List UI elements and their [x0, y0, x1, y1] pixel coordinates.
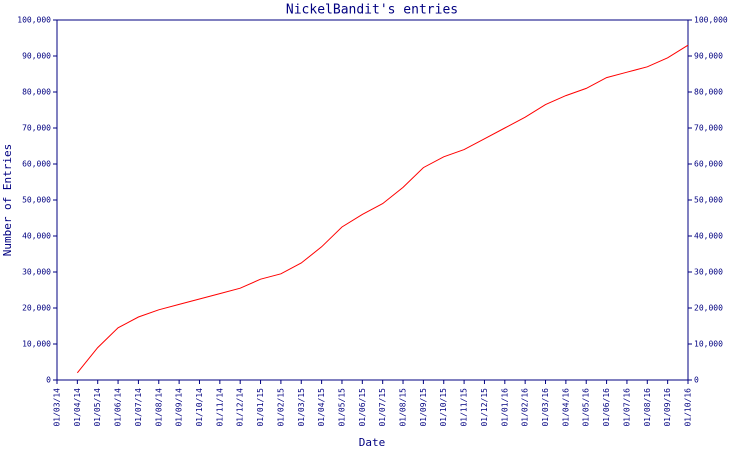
y-tick-label: 40,000 — [22, 232, 51, 241]
x-tick-label: 01/03/16 — [541, 388, 550, 427]
y-tick-label: 20,000 — [22, 304, 51, 313]
x-tick-label: 01/03/14 — [53, 388, 62, 427]
x-tick-label: 01/09/16 — [663, 388, 672, 427]
y-tick-label: 100,000 — [17, 16, 51, 25]
x-tick-label: 01/04/16 — [561, 388, 570, 427]
x-tick-label: 01/09/14 — [175, 388, 184, 427]
x-tick-label: 01/07/14 — [134, 388, 143, 427]
y2-tick-label: 50,000 — [694, 196, 723, 205]
x-tick-label: 01/07/15 — [378, 388, 387, 427]
x-tick-label: 01/02/16 — [521, 388, 530, 427]
y2-tick-label: 30,000 — [694, 268, 723, 277]
y-tick-label: 60,000 — [22, 160, 51, 169]
x-tick-label: 01/06/15 — [358, 388, 367, 427]
x-tick-label: 01/11/14 — [215, 388, 224, 427]
y2-tick-label: 0 — [694, 376, 699, 385]
y2-tick-label: 100,000 — [694, 16, 728, 25]
x-tick-label: 01/03/15 — [297, 388, 306, 427]
x-tick-label: 01/10/14 — [195, 388, 204, 427]
x-tick-label: 01/05/15 — [337, 388, 346, 427]
x-tick-label: 01/04/14 — [73, 388, 82, 427]
x-tick-label: 01/10/16 — [684, 388, 693, 427]
x-tick-label: 01/06/16 — [602, 388, 611, 427]
y2-tick-label: 80,000 — [694, 88, 723, 97]
x-tick-label: 01/09/15 — [419, 388, 428, 427]
y-tick-label: 30,000 — [22, 268, 51, 277]
y-tick-label: 10,000 — [22, 340, 51, 349]
x-tick-label: 01/08/16 — [643, 388, 652, 427]
x-tick-label: 01/08/15 — [399, 388, 408, 427]
plot-frame — [56, 19, 689, 381]
x-tick-label: 01/11/15 — [460, 388, 469, 427]
x-tick-label: 01/08/14 — [154, 388, 163, 427]
y2-tick-label: 10,000 — [694, 340, 723, 349]
y2-tick-label: 70,000 — [694, 124, 723, 133]
y-tick-label: 80,000 — [22, 88, 51, 97]
x-tick-label: 01/01/16 — [500, 388, 509, 427]
chart-title: NickelBandit's entries — [286, 3, 458, 18]
x-axis-label: Date — [359, 436, 386, 449]
x-tick-label: 01/02/15 — [276, 388, 285, 427]
x-tick-label: 01/05/14 — [93, 388, 102, 427]
y2-tick-label: 60,000 — [694, 160, 723, 169]
x-tick-label: 01/06/14 — [114, 388, 123, 427]
x-tick-label: 01/10/15 — [439, 388, 448, 427]
y-tick-label: 50,000 — [22, 196, 51, 205]
y-tick-label: 90,000 — [22, 52, 51, 61]
y2-tick-label: 90,000 — [694, 52, 723, 61]
data-line — [76, 44, 689, 374]
x-tick-label: 01/07/16 — [622, 388, 631, 427]
y-axis-label: Number of Entries — [1, 144, 14, 257]
x-tick-label: 01/12/15 — [480, 388, 489, 427]
y-tick-label: 70,000 — [22, 124, 51, 133]
x-tick-label: 01/01/15 — [256, 388, 265, 427]
x-tick-label: 01/12/14 — [236, 388, 245, 427]
y2-tick-label: 40,000 — [694, 232, 723, 241]
y-tick-label: 0 — [46, 376, 51, 385]
x-tick-label: 01/05/16 — [582, 388, 591, 427]
x-tick-label: 01/04/15 — [317, 388, 326, 427]
y2-tick-label: 20,000 — [694, 304, 723, 313]
